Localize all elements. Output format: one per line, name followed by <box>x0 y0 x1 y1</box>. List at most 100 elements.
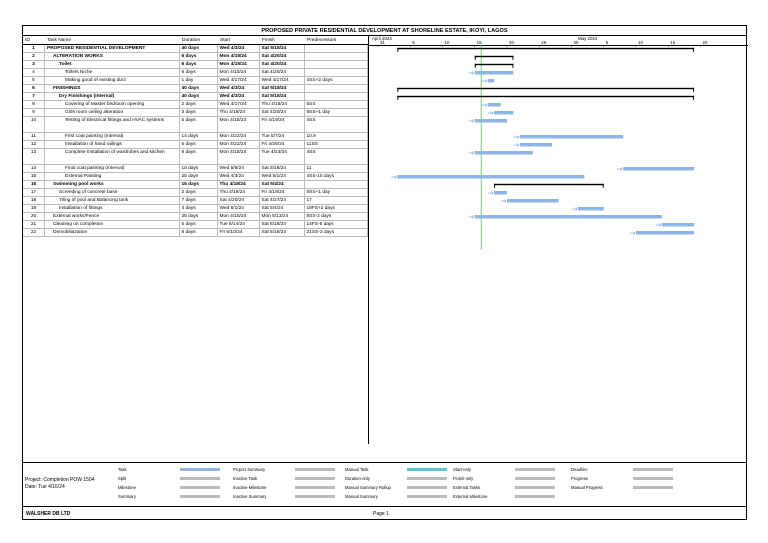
task-start-cell: Mon 4/15/24 <box>218 53 260 60</box>
col-start-header[interactable]: Start <box>218 36 260 45</box>
table-row[interactable]: 14 Final coat painting (Internal) 10 days W… <box>23 165 368 173</box>
task-bar <box>487 79 495 83</box>
timescale-day: 31 <box>380 40 385 45</box>
table-row[interactable]: 10 Testing of Electrical fittings and HVA… <box>23 117 368 133</box>
summary-bar <box>494 183 604 186</box>
task-bar <box>474 119 507 123</box>
task-pred-cell <box>305 181 368 188</box>
table-row[interactable]: 13 Complete Installation of wardrobes and… <box>23 149 368 165</box>
col-pred-header[interactable]: Predecessors <box>305 36 368 45</box>
table-row[interactable]: 3 Toilet 6 days Mon 4/15/24 Sat 4/20/24 <box>23 61 368 69</box>
summary-bar <box>397 87 695 90</box>
legend-swatch <box>180 468 220 471</box>
task-id-cell: 21 <box>23 221 45 228</box>
task-finish-cell: Sat 5/4/24 <box>260 205 305 212</box>
task-duration-cell: 15 days <box>180 181 218 188</box>
task-start-cell: Wed 4/3/24 <box>218 45 260 52</box>
task-pred-cell: 11 <box>305 165 368 172</box>
task-pred-cell: 10,9 <box>305 133 368 140</box>
task-start-cell: Tue 5/14/24 <box>218 221 260 228</box>
task-bar <box>519 143 553 147</box>
table-row[interactable]: 19 Installation of fittings 4 days Wed 5/1/… <box>23 205 368 213</box>
task-start-cell: Sat 4/20/24 <box>218 197 260 204</box>
table-row[interactable]: 5 Making good of existing duct 1 day Wed 4/… <box>23 77 368 85</box>
legend-swatch <box>407 477 447 480</box>
table-row[interactable]: 6 FINISHINGS 40 days Wed 4/3/24 Sat 5/18/24 <box>23 85 368 93</box>
task-start-cell: Wed 4/17/24 <box>218 101 260 108</box>
legend-label: Manual Task <box>345 467 369 472</box>
table-row[interactable]: 15 External Painting 25 days Wed 4/3/24 Wed … <box>23 173 368 181</box>
task-name-cell: First coat painting (Internal) <box>45 133 180 140</box>
timescale-day: 15 <box>476 40 482 45</box>
table-row[interactable]: 18 Tiling of pool and Balancing tank 7 day… <box>23 197 368 205</box>
summary-bar-cap <box>474 63 476 68</box>
task-finish-cell: Fri 4/26/24 <box>260 141 305 148</box>
task-pred-cell: 14FS-5 days <box>305 221 368 228</box>
table-row[interactable]: 20 External works/Fence 25 days Mon 4/15/24… <box>23 213 368 221</box>
task-bar <box>577 207 604 211</box>
col-id-header[interactable]: ID <box>23 36 45 45</box>
summary-bar <box>474 63 514 66</box>
timescale: April 2024 May 2024 31 5 10 15 20 25 30 5 10 15 20 <box>368 36 748 46</box>
summary-bar-cap <box>397 95 399 100</box>
dependency-arrow <box>488 111 494 115</box>
summary-bar-cap <box>397 47 399 52</box>
task-pred-cell: 21SS-3 days <box>305 229 368 236</box>
table-row[interactable]: 4 Toilets Niche 6 days Mon 4/15/24 Sat 4/20/… <box>23 69 368 77</box>
gantt-chart <box>377 45 701 250</box>
table-row[interactable]: 8 Covering of Master bedroom opening 2 day… <box>23 101 368 109</box>
task-id-cell: 8 <box>23 101 45 108</box>
table-row[interactable]: 9 Girls room ceiling alteration 3 days Thu … <box>23 109 368 117</box>
task-id-cell: 10 <box>23 117 45 132</box>
task-start-cell: Wed 4/3/24 <box>218 93 260 100</box>
legend-label: Inactive Summary <box>233 494 267 499</box>
table-row[interactable]: 17 Screeding of concrete base 2 days Thu 4/… <box>23 189 368 197</box>
task-name-cell: Dry Finishings (Internal) <box>45 93 180 100</box>
table-row[interactable]: 1 PROPOSED RESIDENTIAL DEVELOPMENT 40 days… <box>23 45 368 53</box>
summary-bar-cap <box>693 47 695 52</box>
legend-label: Manual Summary Rollup <box>345 485 391 490</box>
task-name-cell: Installation of hand railings <box>45 141 180 148</box>
task-duration-cell: 8 days <box>180 149 218 164</box>
dependency-arrow <box>468 215 475 219</box>
dependency-arrow <box>513 143 520 147</box>
legend-swatch <box>295 477 335 480</box>
task-start-cell: Wed 4/3/24 <box>218 85 260 92</box>
task-start-cell: Mon 4/15/24 <box>218 117 260 132</box>
task-name-cell: FINISHINGS <box>45 85 180 92</box>
table-row[interactable]: 16 Swimming pool works 15 days Thu 4/18/24 S… <box>23 181 368 189</box>
task-finish-cell: Tue 4/23/24 <box>260 149 305 164</box>
task-id-cell: 7 <box>23 93 45 100</box>
dependency-arrow <box>391 175 397 179</box>
task-bar <box>519 135 624 139</box>
legend-swatch <box>515 495 555 498</box>
task-pred-cell: 4SS <box>305 149 368 164</box>
table-row[interactable]: 12 Installation of hand railings 5 days Mon… <box>23 141 368 149</box>
task-pred-cell <box>305 53 368 60</box>
task-bar <box>636 231 695 235</box>
task-duration-cell: 40 days <box>180 93 218 100</box>
summary-bar-cap <box>474 55 476 60</box>
dependency-arrow <box>481 79 488 83</box>
task-id-cell: 6 <box>23 85 45 92</box>
task-id-cell: 22 <box>23 229 45 236</box>
task-bar <box>474 71 514 75</box>
task-finish-cell: Sat 4/27/24 <box>260 197 305 204</box>
col-name-header[interactable]: Task Name <box>45 36 180 45</box>
table-row[interactable]: 2 ALTERATION WORKS 6 days Mon 4/15/24 Sat 4/… <box>23 53 368 61</box>
task-duration-cell: 6 days <box>180 61 218 68</box>
table-row[interactable]: 11 First coat painting (Internal) 14 days M… <box>23 133 368 141</box>
task-finish-cell: Sat 4/20/24 <box>260 53 305 60</box>
task-duration-cell: 7 days <box>180 197 218 204</box>
table-row[interactable]: 22 Demobiliazation 8 days Fri 5/10/24 Sat 5/… <box>23 229 368 237</box>
task-pred-cell: 5SS <box>305 101 368 108</box>
task-start-cell: Mon 4/22/24 <box>218 141 260 148</box>
table-row[interactable]: 7 Dry Finishings (Internal) 40 days Wed 4/3… <box>23 93 368 101</box>
col-finish-header[interactable]: Finish <box>260 36 305 45</box>
task-pred-cell: 17 <box>305 197 368 204</box>
task-start-cell: Mon 4/22/24 <box>218 133 260 140</box>
table-row[interactable]: 21 Cleaning on completion 5 days Tue 5/14/2… <box>23 221 368 229</box>
col-duration-header[interactable]: Duration <box>180 36 218 45</box>
task-duration-cell: 5 days <box>180 141 218 148</box>
summary-bar <box>474 55 514 58</box>
